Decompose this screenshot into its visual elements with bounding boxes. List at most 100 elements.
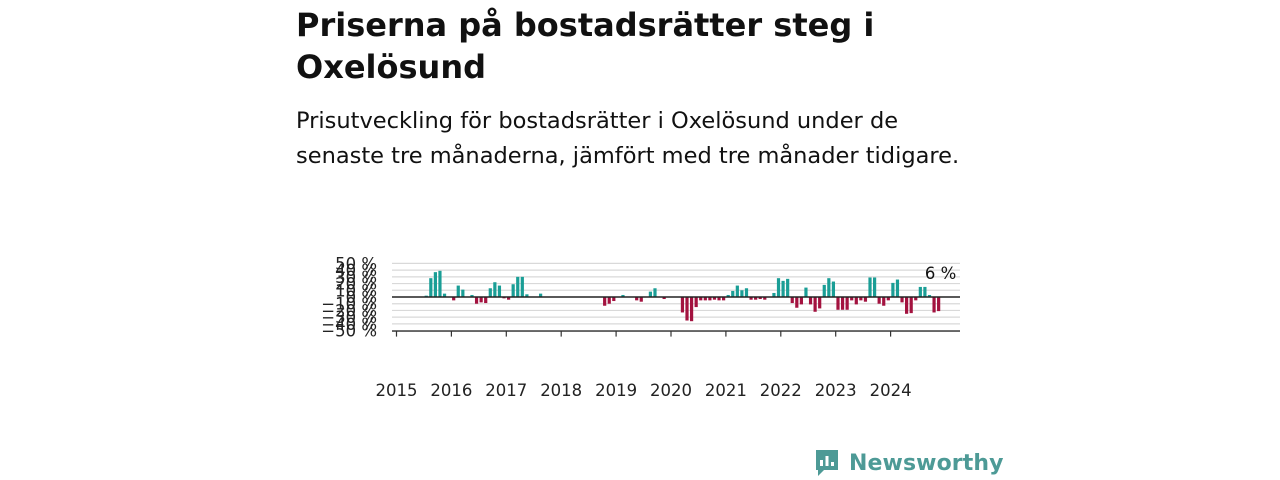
x-axis-ticks: 2015 2016 2017 2018 2019 2020 2021 2022 2023 2024 — [376, 331, 912, 400]
bar — [937, 297, 941, 312]
y-tick-label: −10 % — [321, 295, 377, 314]
bar — [612, 297, 616, 302]
bar — [488, 288, 492, 297]
y-tick-label: −20 % — [321, 301, 377, 320]
bar — [708, 297, 712, 301]
bar — [621, 294, 625, 297]
bar — [461, 289, 465, 297]
y-tick-label: 50 % — [335, 254, 377, 273]
bar — [932, 297, 936, 313]
y-tick-label: 0 % — [346, 288, 377, 307]
bar — [776, 278, 781, 297]
bars — [424, 270, 941, 322]
brand-logo: Newsworthy — [814, 446, 1004, 480]
bar — [603, 297, 607, 306]
x-tick-label: 2021 — [705, 381, 747, 400]
bar — [827, 278, 831, 297]
y-tick-label: −40 % — [321, 315, 377, 334]
bar — [648, 291, 653, 297]
bar — [836, 297, 840, 310]
bar — [493, 282, 497, 297]
bar — [525, 294, 529, 297]
bar — [863, 297, 868, 302]
bar — [923, 286, 927, 297]
bar — [712, 297, 717, 300]
bar — [900, 297, 904, 303]
bar — [735, 285, 739, 297]
bar — [772, 292, 776, 297]
bar — [914, 297, 918, 301]
bar — [795, 297, 799, 308]
bar — [754, 297, 758, 300]
x-tick-label: 2022 — [760, 381, 802, 400]
x-tick-label: 2015 — [376, 381, 418, 400]
bar — [699, 297, 703, 301]
bar — [694, 297, 698, 308]
annotations: 6 % — [925, 264, 956, 283]
x-tick-label: 2024 — [870, 381, 912, 400]
bar — [882, 297, 886, 306]
bar — [442, 293, 447, 297]
bar — [854, 297, 858, 305]
newsworthy-logo-icon — [816, 450, 838, 476]
bar — [749, 297, 753, 300]
y-tick-label: 30 % — [335, 268, 377, 287]
bar — [763, 297, 767, 300]
bar — [484, 297, 488, 304]
bar — [607, 297, 611, 304]
bar — [905, 297, 909, 314]
x-tick-label: 2017 — [485, 381, 527, 400]
bar — [799, 297, 803, 305]
x-tick-label: 2019 — [595, 381, 637, 400]
brand-name: Newsworthy — [849, 450, 1004, 476]
bar — [927, 294, 932, 297]
bar — [703, 297, 707, 301]
bar — [786, 278, 790, 297]
bar — [740, 290, 744, 297]
bar — [909, 297, 913, 314]
bar — [726, 294, 730, 297]
bar — [653, 288, 657, 297]
bar — [850, 297, 854, 301]
bar — [744, 288, 749, 297]
bar — [813, 297, 817, 312]
bar — [452, 297, 456, 301]
y-tick-label: 10 % — [335, 281, 377, 300]
bar — [680, 297, 685, 313]
bar — [438, 270, 442, 297]
chart-title: Priserna på bostadsrätter steg i Oxelösu… — [296, 6, 875, 86]
bar — [845, 297, 849, 310]
bar — [470, 294, 474, 297]
bar — [804, 287, 808, 297]
bar — [717, 297, 721, 301]
bar — [877, 297, 881, 304]
bar — [520, 276, 524, 297]
bar — [758, 297, 762, 300]
bar — [506, 297, 511, 300]
bar — [433, 272, 437, 297]
bar — [872, 277, 877, 297]
bar — [731, 290, 735, 297]
bar — [539, 293, 543, 297]
bar — [722, 297, 726, 301]
bar — [886, 297, 890, 301]
bar — [790, 297, 794, 304]
y-tick-label: 40 % — [335, 261, 377, 280]
axes — [392, 296, 960, 332]
bar — [456, 285, 460, 297]
bar-chart: −50 %−40 %−30 %−20 %−10 %0 %10 %20 %30 %… — [321, 254, 960, 400]
latest-value-label: 6 % — [925, 264, 956, 283]
y-tick-label: −30 % — [321, 308, 377, 327]
bar — [511, 284, 515, 297]
bar — [429, 278, 433, 297]
bar — [781, 280, 785, 297]
bar — [831, 281, 836, 297]
y-tick-label: 20 % — [335, 275, 377, 294]
x-tick-label: 2020 — [650, 381, 692, 400]
bar — [822, 284, 826, 297]
x-tick-label: 2018 — [540, 381, 582, 400]
x-tick-label: 2023 — [815, 381, 857, 400]
bar — [895, 279, 900, 297]
bar — [918, 286, 922, 297]
